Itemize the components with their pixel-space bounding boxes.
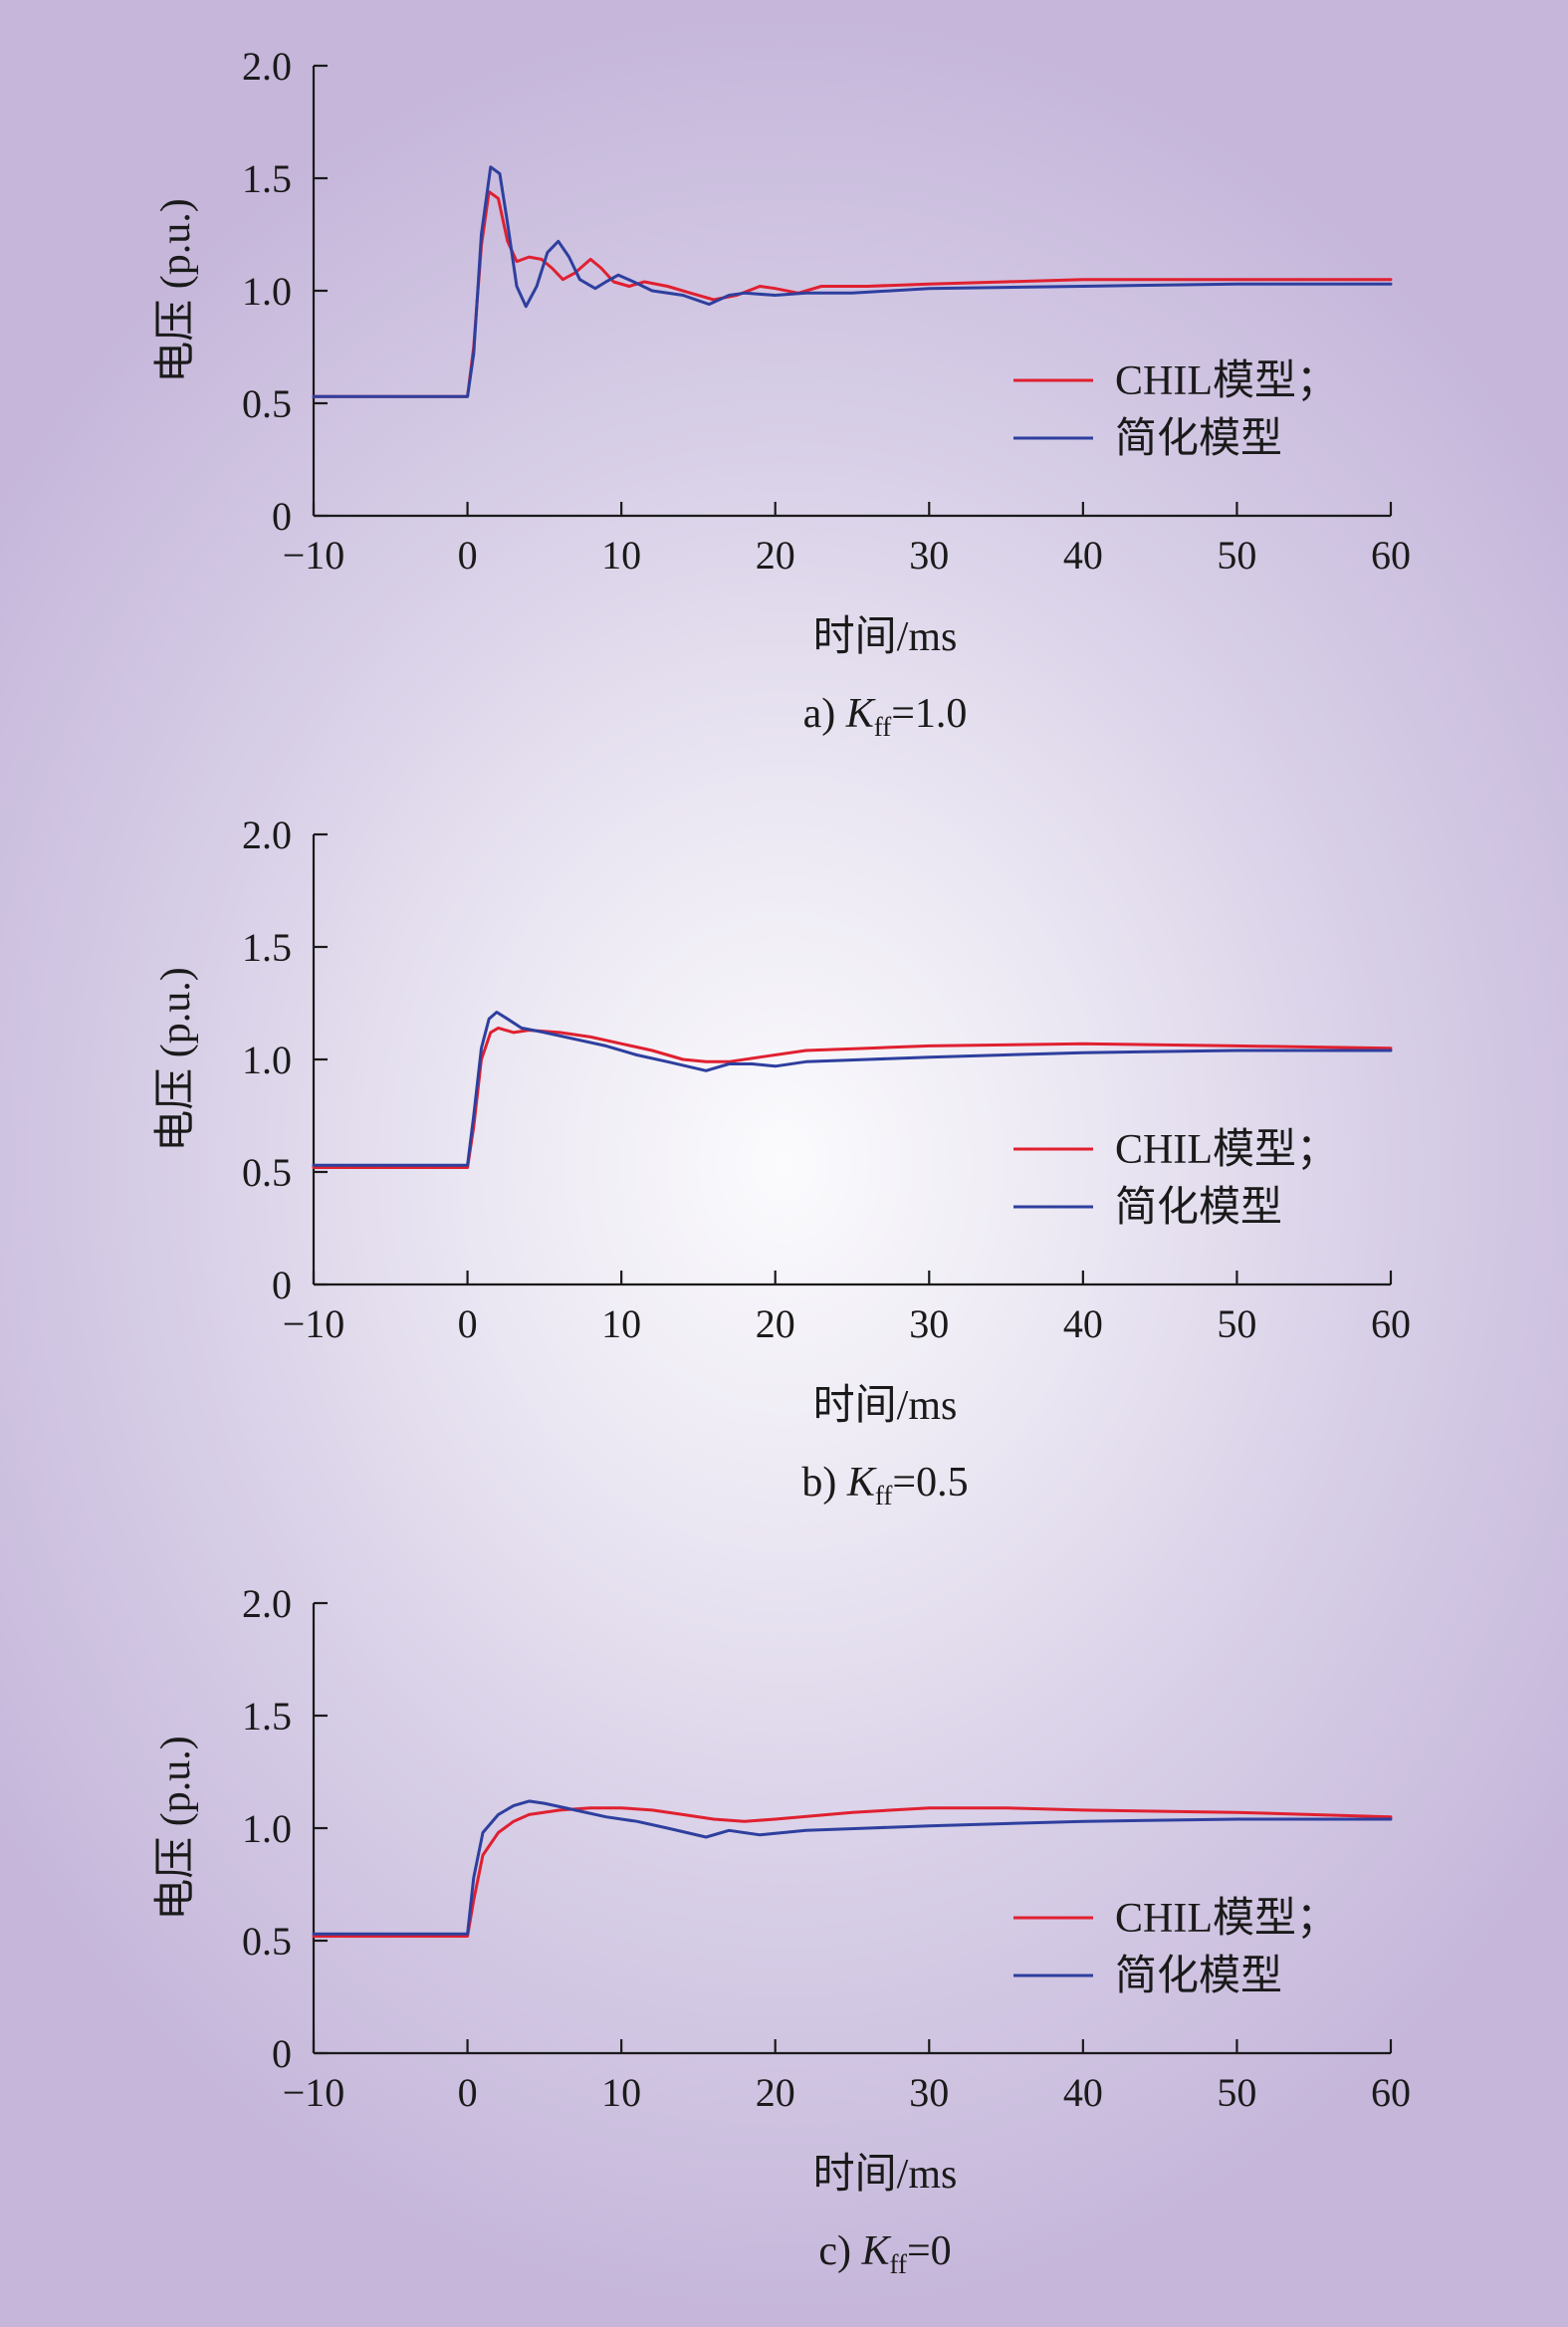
subplot-caption: a) Kff=1.0 [803, 691, 968, 742]
x-tick-label: 20 [756, 1301, 795, 1346]
x-tick-label: 20 [756, 533, 795, 578]
y-tick-label: 0.5 [242, 1150, 292, 1195]
y-tick-label: 0 [272, 494, 292, 539]
legend-label: 简化模型 [1115, 1954, 1282, 1999]
x-tick-label: 30 [909, 1301, 949, 1346]
y-tick-label: 1.0 [242, 1806, 292, 1851]
y-tick-label: 2.0 [242, 1581, 292, 1626]
x-tick-label: 40 [1063, 533, 1103, 578]
x-tick-label: 60 [1371, 533, 1411, 578]
x-tick-label: 40 [1063, 2070, 1103, 2115]
series-line-simplified-model [312, 1799, 1393, 1936]
x-tick-label: −10 [283, 1301, 345, 1346]
y-tick-label: 0.5 [242, 1919, 292, 1964]
x-tick-label: 50 [1217, 533, 1256, 578]
y-tick-label: 1.5 [242, 1694, 292, 1739]
y-tick-label: 0 [272, 1263, 292, 1307]
x-tick-label: 0 [458, 2070, 478, 2115]
legend-label: 简化模型 [1115, 416, 1282, 462]
y-axis-label: 电压 (p.u.) [153, 198, 199, 382]
y-tick-label: 1.0 [242, 1038, 292, 1082]
series-line-chil-model [312, 1806, 1393, 1938]
series-line-simplified-model [312, 165, 1393, 398]
x-tick-label: 50 [1217, 2070, 1256, 2115]
x-tick-label: 0 [458, 533, 478, 578]
x-tick-label: 30 [909, 2070, 949, 2115]
series-line-simplified-model [312, 1011, 1393, 1167]
y-tick-label: 1.0 [242, 269, 292, 314]
y-tick-label: 2.0 [242, 44, 292, 89]
subplot-caption: c) Kff=0 [818, 2228, 951, 2279]
x-tick-label: 50 [1217, 1301, 1256, 1346]
y-axis-label: 电压 (p.u.) [153, 967, 199, 1151]
x-tick-label: −10 [283, 2070, 345, 2115]
legend-label: CHIL模型； [1115, 1127, 1338, 1173]
subplot-caption: b) Kff=0.5 [801, 1460, 968, 1511]
y-axis-label: 电压 (p.u.) [153, 1736, 199, 1920]
x-tick-label: −10 [283, 533, 345, 578]
x-tick-label: 10 [601, 1301, 641, 1346]
y-tick-label: 1.5 [242, 156, 292, 201]
x-tick-label: 10 [601, 2070, 641, 2115]
x-tick-label: 60 [1371, 2070, 1411, 2115]
y-tick-label: 0.5 [242, 381, 292, 426]
x-axis-label: 时间/ms [813, 2152, 958, 2198]
x-tick-label: 30 [909, 533, 949, 578]
y-tick-label: 0 [272, 2031, 292, 2076]
x-tick-label: 0 [458, 1301, 478, 1346]
x-axis-label: 时间/ms [813, 1383, 958, 1429]
x-tick-label: 10 [601, 533, 641, 578]
series-line-chil-model [312, 1026, 1393, 1169]
x-tick-label: 20 [756, 2070, 795, 2115]
legend-label: CHIL模型； [1115, 1896, 1338, 1942]
legend-label: CHIL模型； [1115, 358, 1338, 404]
y-tick-label: 2.0 [242, 813, 292, 857]
x-tick-label: 60 [1371, 1301, 1411, 1346]
y-tick-label: 1.5 [242, 925, 292, 970]
x-axis-label: 时间/ms [813, 614, 958, 660]
x-tick-label: 40 [1063, 1301, 1103, 1346]
legend-label: 简化模型 [1115, 1185, 1282, 1231]
